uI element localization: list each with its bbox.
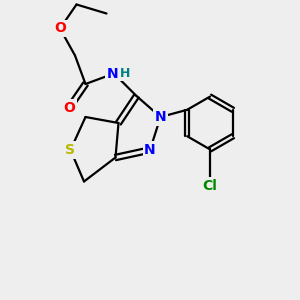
Text: H: H bbox=[120, 67, 130, 80]
Text: O: O bbox=[54, 22, 66, 35]
Text: N: N bbox=[155, 110, 166, 124]
Text: N: N bbox=[144, 143, 156, 157]
Text: N: N bbox=[107, 67, 118, 80]
Text: O: O bbox=[63, 101, 75, 115]
Text: Cl: Cl bbox=[202, 179, 217, 193]
Text: S: S bbox=[65, 143, 76, 157]
